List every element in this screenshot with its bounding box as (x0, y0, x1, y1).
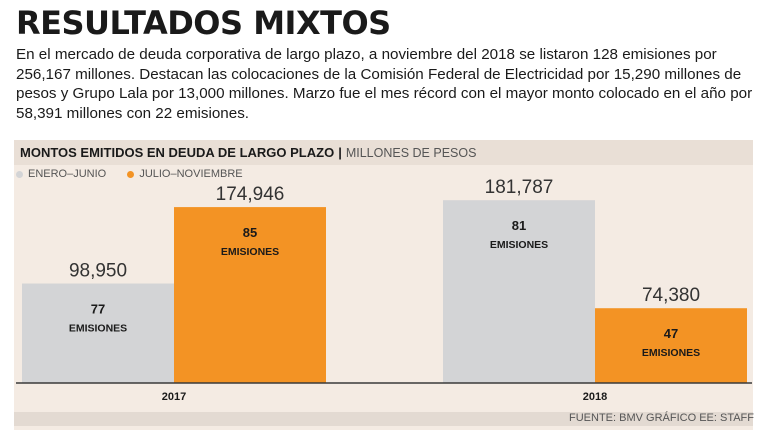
emisiones-count-2018-julio-noviembre: 47 (664, 326, 678, 341)
legend-label-julio-noviembre: JULIO–NOVIEMBRE (139, 168, 243, 180)
chart-title-separator: | (338, 145, 342, 160)
value-label-2017-julio-noviembre: 174,946 (216, 184, 285, 205)
bar-2018-enero-junio (443, 200, 595, 383)
emisiones-label-2018-julio-noviembre: EMISIONES (642, 347, 700, 359)
emisiones-label-2018-enero-junio: EMISIONES (490, 239, 548, 251)
legend-swatch-enero-junio (16, 170, 23, 178)
value-label-2018-julio-noviembre: 74,380 (642, 285, 700, 306)
emisiones-label-2017-enero-junio: EMISIONES (69, 323, 127, 335)
bar-2018-julio-noviembre (595, 308, 747, 383)
bar-2017-enero-junio (22, 283, 174, 383)
x-tick-label-2017: 2017 (162, 391, 186, 403)
emisiones-label-2017-julio-noviembre: EMISIONES (221, 246, 279, 258)
emisiones-count-2017-julio-noviembre: 85 (243, 225, 257, 240)
legend-swatch-julio-noviembre (127, 170, 135, 178)
value-label-2018-enero-junio: 181,787 (485, 177, 554, 198)
chart-title: MONTOS EMITIDOS EN DEUDA DE LARGO PLAZO (20, 145, 335, 160)
emisiones-count-2018-enero-junio: 81 (512, 218, 526, 233)
value-label-2017-enero-junio: 98,950 (69, 261, 127, 282)
footer-bar (14, 412, 753, 426)
page-title: RESULTADOS MIXTOS (16, 4, 391, 42)
chart-header: MONTOS EMITIDOS EN DEUDA DE LARGO PLAZO |… (14, 140, 753, 165)
chart-title-row: MONTOS EMITIDOS EN DEUDA DE LARGO PLAZO |… (20, 145, 476, 160)
legend-item-enero-junio: ENERO–JUNIO (16, 168, 106, 180)
x-tick-label-2018: 2018 (583, 391, 607, 403)
legend-item-julio-noviembre: JULIO–NOVIEMBRE (127, 168, 243, 180)
chart-legend: ENERO–JUNIO JULIO–NOVIEMBRE (16, 168, 261, 181)
emisiones-count-2017-enero-junio: 77 (91, 302, 105, 317)
source-credit: FUENTE: BMV GRÁFICO EE: STAFF (569, 412, 754, 424)
legend-label-enero-junio: ENERO–JUNIO (28, 168, 107, 180)
intro-paragraph: En el mercado de deuda corporativa de la… (16, 46, 753, 122)
chart-unit: MILLONES DE PESOS (345, 146, 477, 160)
bar-2017-julio-noviembre (174, 207, 326, 383)
